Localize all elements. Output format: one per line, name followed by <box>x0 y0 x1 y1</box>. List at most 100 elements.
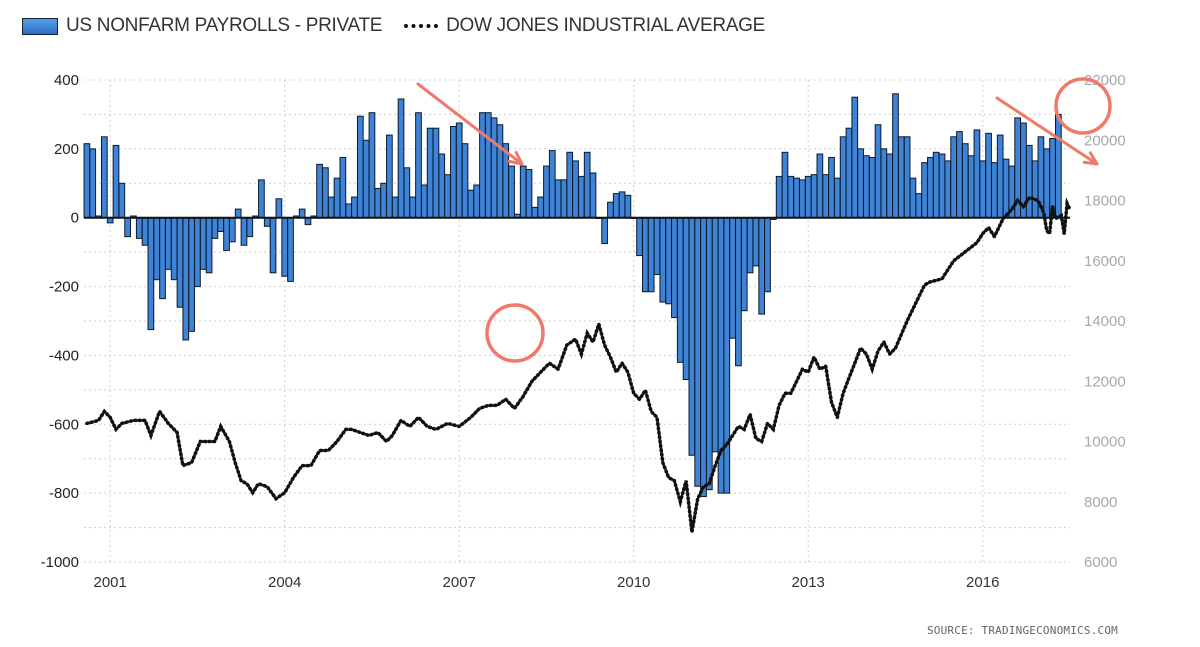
payroll-bar <box>182 217 190 341</box>
payroll-bar <box>89 148 97 219</box>
payroll-bar <box>205 217 213 274</box>
payroll-bar <box>642 217 649 293</box>
payroll-bar <box>991 162 998 219</box>
payroll-bar <box>612 193 620 219</box>
payroll-bar <box>583 151 591 219</box>
payroll-bar <box>543 165 550 219</box>
payroll-bar <box>688 217 696 456</box>
legend-item-payrolls[interactable]: US NONFARM PAYROLLS - PRIVATE <box>22 15 382 37</box>
payroll-bar <box>461 143 469 219</box>
payroll-bar <box>938 153 946 219</box>
arrow-shaft <box>995 96 1099 166</box>
payroll-bar <box>164 217 172 270</box>
payroll-bar <box>455 122 463 219</box>
payroll-bar <box>985 132 992 219</box>
payroll-bar <box>618 191 626 219</box>
payroll-bar <box>420 184 428 219</box>
y-left-tick-label: -800 <box>49 485 79 502</box>
legend-label-dow: DOW JONES INDUSTRIAL AVERAGE <box>446 15 766 36</box>
payroll-bar <box>531 206 539 219</box>
payroll-bar <box>275 198 283 219</box>
payroll-bar <box>391 196 399 219</box>
y-right-tick-label: 22000 <box>1084 72 1126 89</box>
payroll-bar <box>676 217 684 363</box>
payroll-bar <box>810 174 818 219</box>
payroll-bar <box>950 136 958 219</box>
arrow-shaft <box>416 82 524 166</box>
payroll-bar <box>263 217 271 227</box>
payroll-bar <box>386 134 393 219</box>
payroll-bar <box>723 217 731 494</box>
payroll-bar <box>380 182 387 219</box>
payroll-bar <box>228 217 236 243</box>
y-left-tick-label: 0 <box>71 210 79 227</box>
payroll-bar <box>444 174 451 219</box>
payroll-bar <box>694 217 702 487</box>
payroll-bar <box>973 129 981 219</box>
payroll-bar <box>874 124 882 219</box>
payroll-bar <box>467 189 475 219</box>
payroll-bar <box>851 96 859 219</box>
annotation-arrow-2007 <box>416 82 524 166</box>
payroll-bar <box>903 136 911 219</box>
payroll-bar <box>194 217 201 288</box>
payroll-bar <box>665 217 672 305</box>
payroll-bar <box>700 217 707 498</box>
payroll-bar <box>397 98 405 219</box>
grid-lines <box>84 79 1070 563</box>
y-left-tick-label: 200 <box>54 141 79 158</box>
payroll-bar <box>519 165 527 219</box>
payroll-bar <box>374 187 382 219</box>
arrow-head <box>507 150 524 166</box>
payroll-bar <box>339 156 347 219</box>
y-right-tick-label: 14000 <box>1084 313 1126 330</box>
payroll-bar <box>647 217 655 293</box>
payroll-bar <box>816 153 824 219</box>
payroll-bar <box>1031 160 1039 219</box>
payroll-bar <box>490 117 498 219</box>
payroll-bar <box>327 196 335 219</box>
payroll-bar <box>839 136 847 219</box>
payroll-bar <box>316 163 323 219</box>
payroll-bar <box>188 217 195 332</box>
x-tick-label: 2016 <box>966 574 999 591</box>
payroll-bar <box>415 112 422 219</box>
payroll-bar <box>909 177 917 219</box>
dow-series-line <box>85 195 1072 533</box>
payroll-bar <box>886 153 894 219</box>
payroll-bar <box>450 125 457 219</box>
y-right-tick-label: 20000 <box>1084 132 1126 149</box>
payroll-bar <box>897 136 905 219</box>
payroll-bar <box>740 217 748 312</box>
annotation-circle-2007-peak <box>485 303 545 363</box>
x-tick-label: 2013 <box>792 574 825 591</box>
payroll-bar <box>153 217 161 281</box>
arrow-head <box>1082 151 1099 166</box>
payroll-bar <box>729 217 736 339</box>
y-right-tick-label: 12000 <box>1084 373 1126 390</box>
payroll-bar <box>118 182 126 219</box>
payroll-bar <box>781 151 789 219</box>
payroll-bar <box>868 156 876 219</box>
payroll-bar <box>979 160 987 219</box>
payroll-bar <box>775 175 783 219</box>
payroll-bar <box>246 217 254 238</box>
y-left-tick-label: -200 <box>49 279 79 296</box>
payroll-bar <box>333 177 341 219</box>
y-left-tick-label: -1000 <box>41 554 79 571</box>
payroll-bar <box>944 160 952 219</box>
payroll-bar <box>764 217 771 293</box>
payroll-bar <box>601 217 608 245</box>
payroll-bar <box>304 217 312 226</box>
legend-item-dow[interactable]: DOW JONES INDUSTRIAL AVERAGE <box>404 15 765 37</box>
payroll-bars <box>83 93 1062 498</box>
payroll-bar <box>578 175 585 219</box>
x-tick-label: 2010 <box>617 574 650 591</box>
payroll-bar <box>240 217 248 246</box>
payroll-bar <box>147 217 155 331</box>
payroll-bar <box>176 217 184 308</box>
payroll-bar <box>746 217 754 274</box>
payroll-bar <box>199 217 207 270</box>
payroll-bar <box>607 201 614 219</box>
